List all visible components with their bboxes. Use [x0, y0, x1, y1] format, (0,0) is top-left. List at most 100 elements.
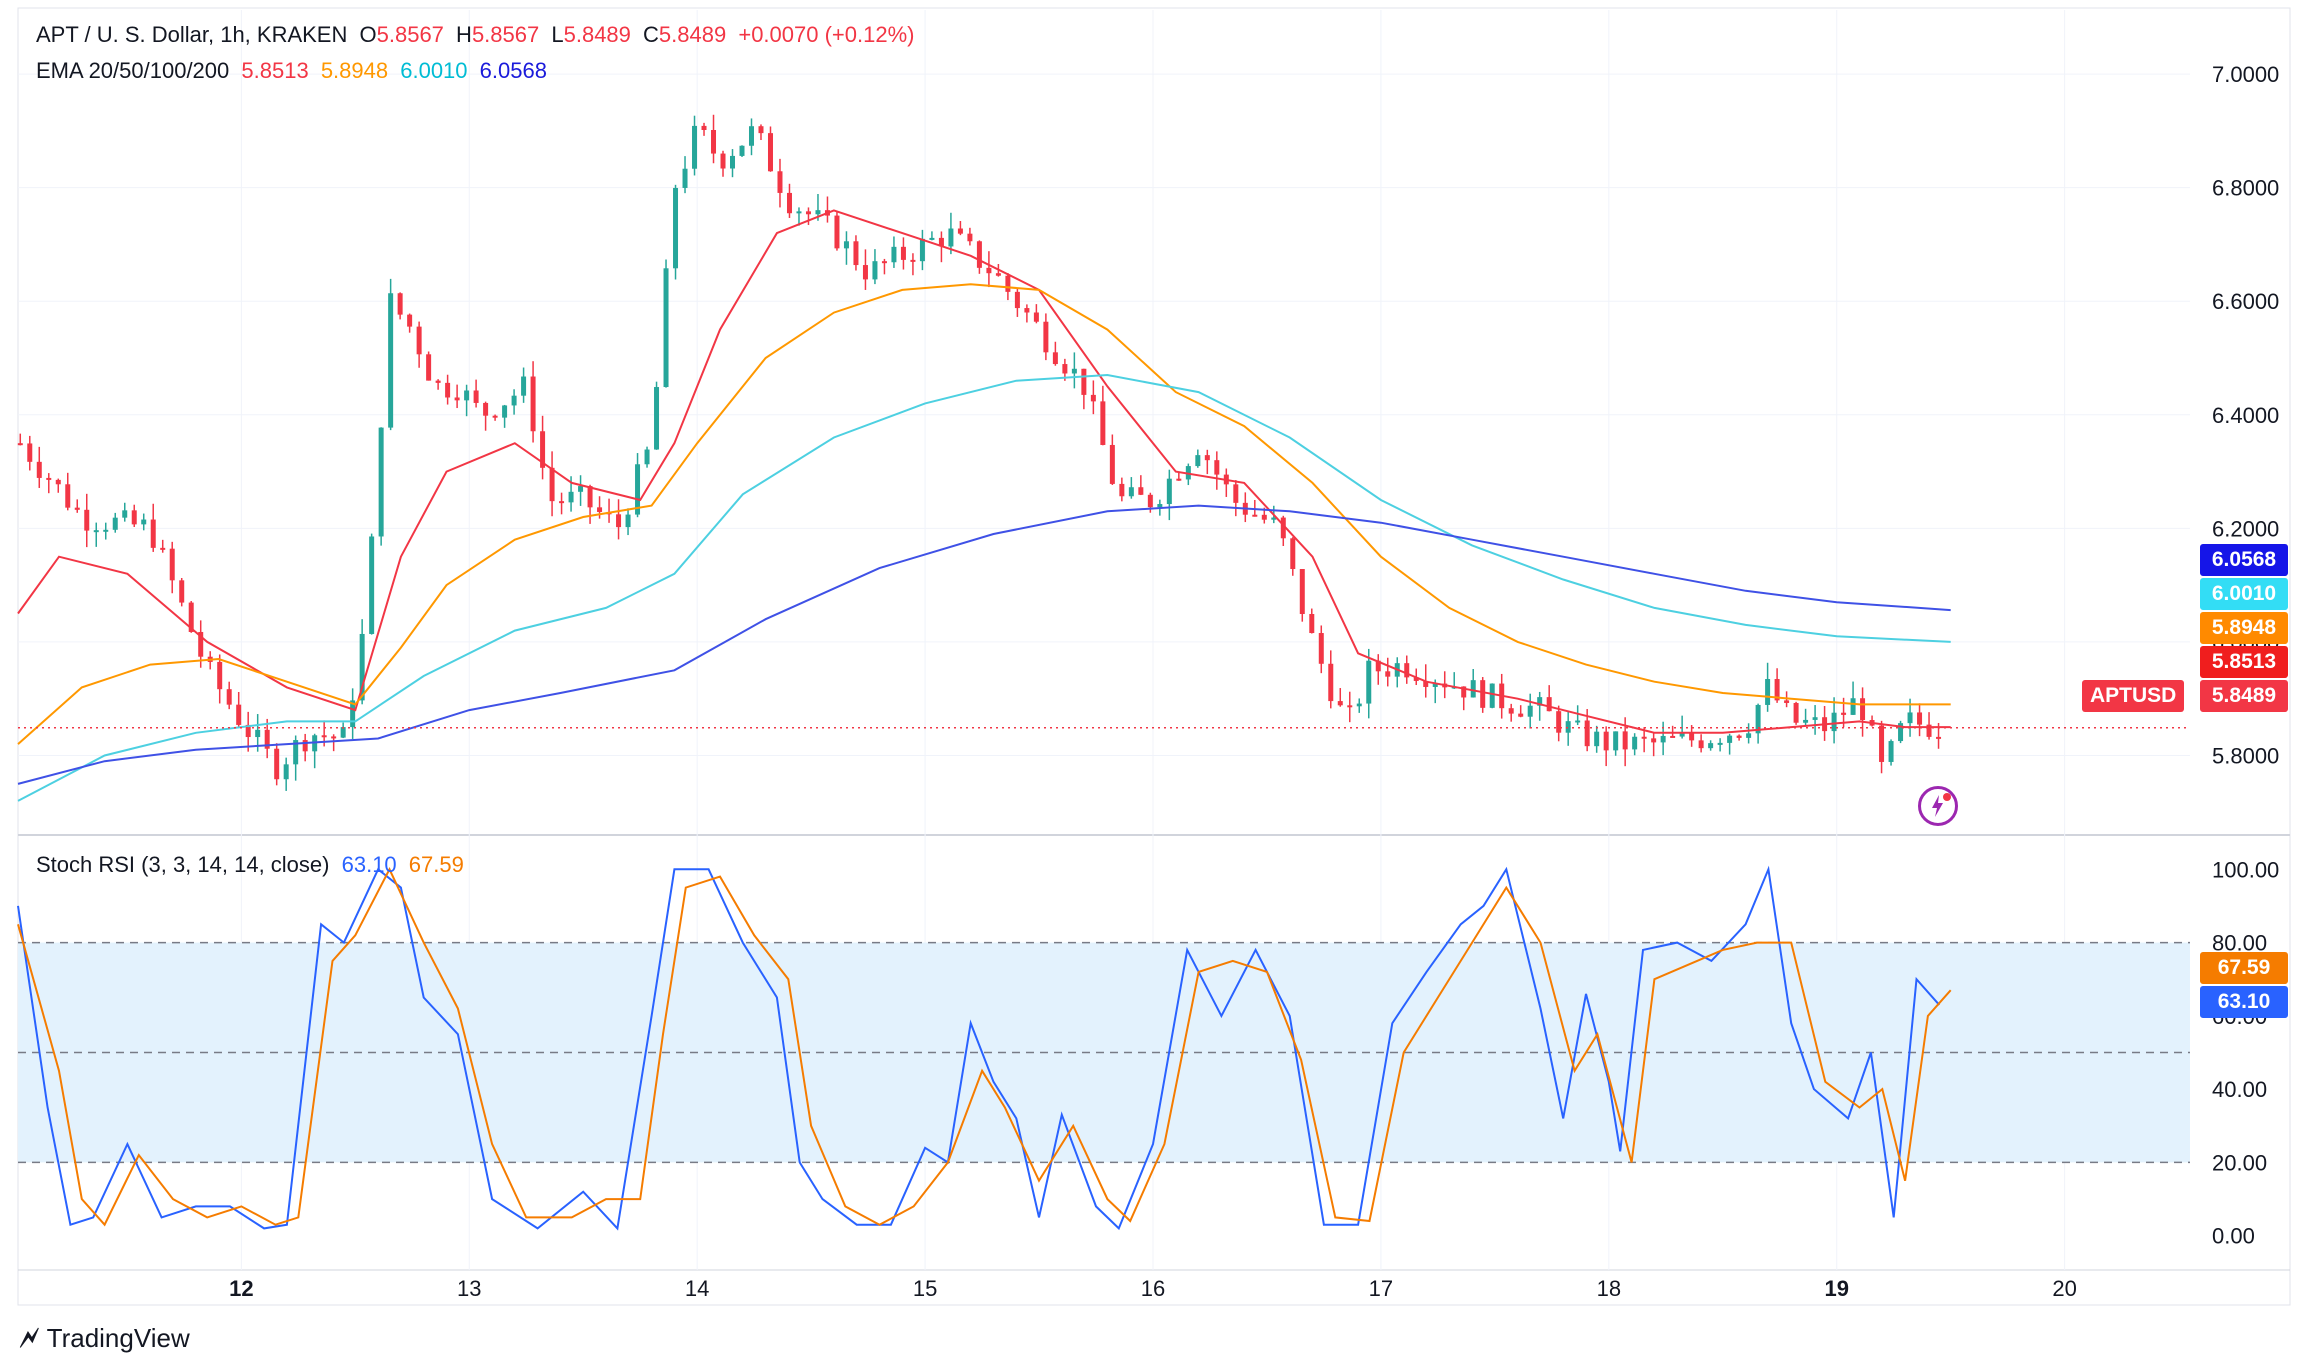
stoch-line-d	[17, 867, 1952, 1227]
candle-body	[1052, 352, 1058, 365]
candle-body	[236, 704, 242, 725]
candle-body	[340, 727, 346, 738]
low-value: 5.8489	[563, 22, 631, 47]
candle-body	[1508, 708, 1514, 714]
candle-body	[938, 237, 944, 247]
candle-body	[435, 380, 441, 383]
candle-body	[388, 293, 394, 428]
candle-body	[900, 246, 906, 260]
candle-body	[1613, 731, 1619, 751]
tradingview-icon: 🗲	[20, 1322, 39, 1353]
stoch-tick-label: 40.00	[2212, 1077, 2267, 1102]
candle-body	[1670, 735, 1676, 738]
candle-body	[1404, 663, 1410, 678]
candle-body	[160, 547, 166, 550]
candle-body	[1860, 698, 1866, 721]
stoch-tick-label: 20.00	[2212, 1150, 2267, 1175]
candle-body	[1803, 719, 1809, 723]
candle-body	[36, 461, 42, 478]
candle-body	[198, 631, 204, 657]
ema200-value: 6.0568	[479, 58, 547, 83]
candle-body	[1128, 487, 1134, 497]
candle-body	[1575, 720, 1581, 723]
candle-body	[986, 267, 992, 274]
candle-body	[929, 237, 935, 240]
candle-body	[1841, 712, 1847, 715]
ema50-price-label: 5.8948	[2200, 612, 2288, 644]
high-label: H	[456, 22, 472, 47]
candle-body	[1774, 679, 1780, 701]
candle-body	[321, 735, 327, 738]
stoch-k-value: 63.10	[341, 852, 397, 877]
candle-body	[93, 530, 99, 533]
candle-body	[217, 661, 223, 690]
candle-body	[511, 395, 517, 406]
candle-body	[1603, 731, 1609, 751]
candle-body	[350, 700, 356, 728]
candle-body	[1261, 514, 1267, 520]
tradingview-logo[interactable]: 🗲 TradingView	[20, 1322, 190, 1355]
ema-line-ema20	[17, 209, 1951, 734]
candle-body	[74, 507, 80, 510]
candle-body	[274, 748, 280, 780]
candle-body	[1290, 538, 1296, 570]
candle-body	[862, 265, 868, 280]
candle-body	[1356, 703, 1362, 707]
ema-line-ema100	[17, 373, 1951, 802]
candle-body	[549, 467, 555, 502]
candle-body	[1385, 671, 1391, 677]
candle-body	[1014, 291, 1020, 309]
candle-body	[1309, 613, 1315, 634]
candle-body	[1546, 697, 1552, 712]
candle-body	[1081, 368, 1087, 395]
candle-body	[1689, 732, 1695, 741]
candle-body	[369, 536, 375, 634]
candle-body	[1926, 724, 1932, 737]
stoch-tick-label: 100.00	[2212, 857, 2279, 882]
candle-body	[1812, 717, 1818, 720]
candle-body	[682, 168, 688, 188]
stoch-tick-label: 0.00	[2212, 1224, 2255, 1249]
candle-body	[957, 228, 963, 234]
candle-body	[1537, 697, 1543, 706]
candle-body	[568, 491, 574, 503]
low-label: L	[551, 22, 564, 47]
candle-body	[293, 740, 299, 765]
candle-body	[521, 376, 527, 396]
candle-body	[644, 449, 650, 465]
lightning-icon[interactable]	[1918, 786, 1958, 826]
candle-body	[359, 633, 365, 701]
candle-body	[1936, 736, 1942, 739]
ema-line-ema50	[17, 283, 1951, 745]
candle-body	[1556, 711, 1562, 733]
candle-body	[891, 246, 897, 263]
candle-body	[1366, 660, 1372, 704]
candle-body	[1717, 742, 1723, 745]
candle-body	[1375, 660, 1381, 672]
candle-body	[1888, 741, 1894, 762]
candle-body	[416, 326, 422, 355]
candle-body	[1660, 735, 1666, 743]
candle-body	[1784, 700, 1790, 703]
last-price-label: 5.8489	[2200, 680, 2288, 712]
candle-body	[1071, 368, 1077, 374]
candle-body	[226, 689, 232, 705]
candle-body	[758, 126, 764, 134]
candle-body	[27, 443, 33, 462]
candle-body	[188, 602, 194, 632]
candle-body	[919, 238, 925, 262]
candle-body	[1195, 455, 1201, 467]
candle-body	[65, 484, 71, 508]
candle-body	[910, 259, 916, 262]
ema-line-ema200	[17, 504, 1951, 785]
time-tick-label: 14	[685, 1276, 709, 1301]
ema100-price-label: 6.0010	[2200, 578, 2288, 610]
time-tick-label: 16	[1141, 1276, 1165, 1301]
high-value: 5.8567	[471, 22, 540, 47]
candle-body	[976, 241, 982, 268]
candle-body	[843, 241, 849, 249]
candle-body	[559, 501, 565, 504]
candle-body	[597, 507, 603, 512]
candle-body	[46, 477, 52, 480]
